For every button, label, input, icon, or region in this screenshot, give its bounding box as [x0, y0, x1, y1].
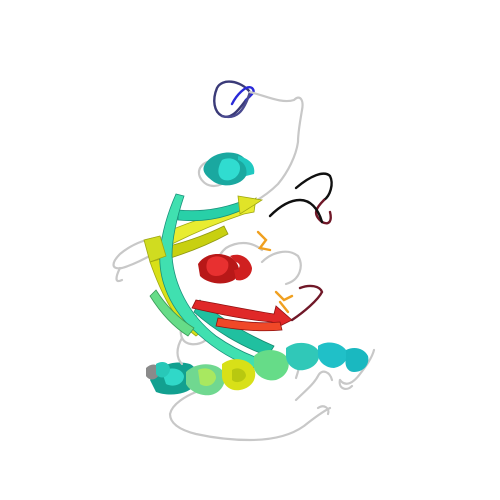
beta-red — [191, 284, 324, 332]
helix-bottom — [150, 342, 369, 396]
coil-segments — [112, 90, 376, 442]
beta-sheet — [143, 193, 275, 371]
helix-cyan-top — [203, 152, 255, 186]
side-chains — [256, 230, 294, 314]
misc-coil — [176, 336, 354, 416]
c-terminal-loop — [268, 172, 333, 225]
helix-red — [198, 254, 252, 284]
n-terminal-loop — [213, 80, 255, 119]
helix-small-lower — [146, 362, 170, 380]
